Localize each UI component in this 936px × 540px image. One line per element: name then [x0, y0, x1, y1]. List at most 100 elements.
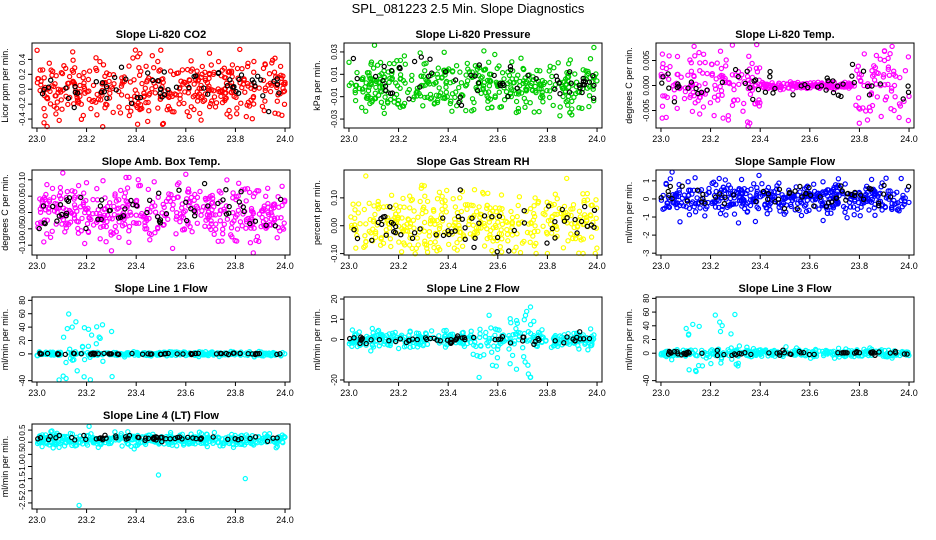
data-point — [449, 108, 455, 114]
data-point — [126, 228, 132, 234]
data-point — [237, 46, 243, 53]
x-tick-label: 23.8 — [539, 388, 557, 398]
data-point — [422, 335, 429, 341]
data-point — [658, 194, 664, 201]
data-point — [724, 185, 730, 192]
data-point — [443, 209, 449, 215]
data-point — [181, 100, 187, 107]
data-point — [396, 64, 403, 71]
data-point — [103, 238, 109, 245]
data-point — [191, 81, 197, 87]
data-point — [891, 68, 897, 74]
data-point — [686, 187, 692, 193]
data-point — [767, 68, 773, 75]
data-point — [149, 53, 155, 59]
x-tick-label: 24.0 — [588, 388, 606, 398]
data-point — [252, 190, 258, 196]
data-point — [462, 336, 468, 343]
data-point — [834, 83, 841, 89]
data-point — [171, 109, 177, 115]
data-point — [564, 74, 571, 81]
data-point — [155, 472, 162, 478]
data-point — [231, 218, 237, 224]
data-point — [37, 196, 43, 202]
data-point — [825, 200, 832, 206]
data-point — [65, 101, 71, 108]
data-point — [410, 217, 417, 223]
data-point — [248, 215, 254, 221]
data-point — [481, 213, 488, 219]
data-point — [414, 235, 420, 241]
data-point — [464, 340, 471, 347]
data-point — [262, 98, 268, 104]
y-tick-label: -0.005 — [642, 99, 651, 122]
data-point — [855, 95, 862, 101]
data-point — [218, 350, 225, 357]
data-point — [580, 78, 587, 85]
data-point — [725, 117, 732, 123]
data-point — [156, 68, 162, 74]
data-point — [713, 181, 719, 188]
data-point — [388, 192, 395, 198]
data-point — [145, 435, 152, 442]
data-point — [135, 100, 141, 107]
data-point — [443, 327, 449, 334]
data-point — [173, 213, 180, 220]
data-point — [481, 220, 487, 227]
data-point — [142, 85, 148, 91]
data-point — [53, 221, 59, 227]
data-point — [422, 68, 428, 74]
data-point — [431, 101, 437, 107]
data-point — [531, 109, 537, 115]
x-tick-label: 23.0 — [652, 388, 670, 398]
data-point — [868, 176, 875, 183]
x-tick-label: 24.0 — [900, 134, 918, 144]
data-point — [803, 190, 809, 197]
data-point — [58, 195, 64, 202]
y-tick-label: 0 — [18, 351, 27, 356]
data-point — [258, 77, 264, 83]
y-tick-label: -2 — [642, 231, 651, 239]
data-point — [863, 108, 869, 114]
data-point — [119, 443, 125, 449]
data-point — [677, 219, 683, 225]
data-point — [751, 181, 757, 187]
data-point — [90, 222, 97, 228]
data-point — [179, 67, 186, 73]
plot-frame — [343, 169, 603, 256]
data-point — [196, 429, 203, 435]
data-point — [436, 92, 442, 99]
data-point — [137, 213, 144, 219]
data-point — [707, 99, 714, 106]
data-point — [264, 433, 270, 439]
data-point — [540, 99, 546, 105]
y-axis-label: degrees C per min. — [0, 174, 10, 251]
data-point — [205, 434, 211, 440]
data-point — [401, 240, 407, 246]
data-point — [475, 80, 482, 86]
data-point — [873, 52, 880, 59]
data-point — [516, 194, 523, 200]
data-point — [877, 190, 883, 196]
x-tick-label: 23.6 — [801, 134, 819, 144]
data-point — [109, 216, 115, 222]
data-point — [71, 104, 77, 111]
data-point — [878, 349, 885, 355]
data-point — [354, 69, 360, 76]
data-point — [428, 95, 435, 101]
data-point — [759, 180, 765, 187]
data-point — [260, 65, 267, 72]
data-point — [790, 83, 796, 89]
data-point — [521, 317, 528, 323]
data-point — [549, 230, 555, 236]
data-point — [74, 218, 80, 224]
data-point — [741, 100, 747, 107]
data-point — [189, 228, 195, 235]
data-point — [752, 218, 759, 225]
data-point — [197, 110, 203, 117]
data-point — [515, 91, 522, 97]
data-point — [776, 180, 782, 186]
data-point — [118, 92, 125, 98]
data-point — [259, 103, 266, 110]
